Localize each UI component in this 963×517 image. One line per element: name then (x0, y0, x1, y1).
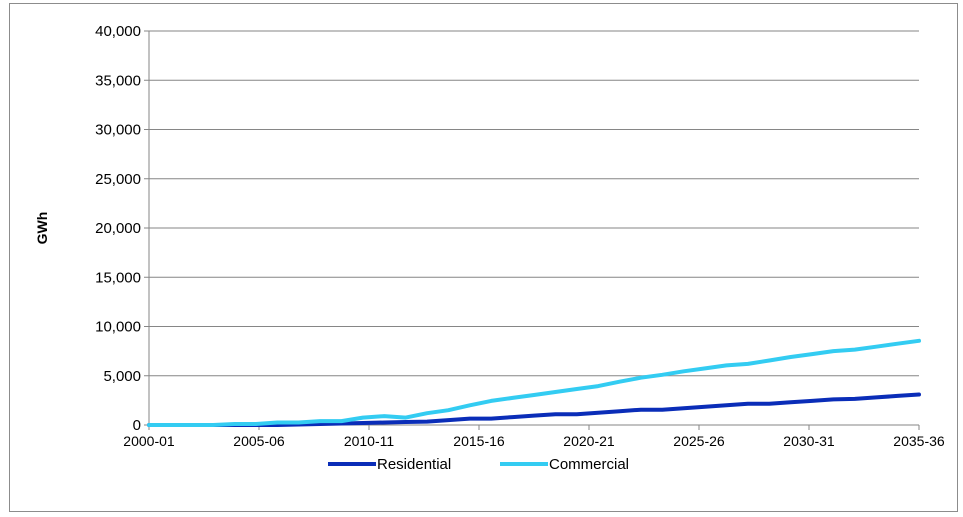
y-tick-label: 20,000 (95, 220, 141, 237)
y-tick-label: 5,000 (103, 368, 141, 385)
y-tick-label: 10,000 (95, 319, 141, 336)
x-tick-label: 2010-11 (344, 433, 395, 449)
y-tick-label: 40,000 (95, 23, 141, 40)
y-tick-label: 15,000 (95, 269, 141, 286)
chart-frame (9, 3, 958, 512)
y-axis-label: GWh (34, 212, 50, 245)
x-tick-labels: 2000-01 2005-06 2010-11 2015-16 2020-21 2025-… (123, 425, 945, 449)
x-tick-label: 2000-01 (123, 433, 175, 449)
x-tick-label: 2005-06 (233, 433, 285, 449)
x-tick-label: 2015-16 (453, 433, 505, 449)
x-tick-label: 2020-21 (563, 433, 615, 449)
y-tick-labels: 0 5,000 10,000 15,000 20,000 25,000 30,000 35,0… (95, 23, 149, 434)
y-tick-label: 30,000 (95, 122, 141, 139)
legend-label-residential: Residential (377, 456, 451, 473)
x-tick-label: 2025-26 (673, 433, 725, 449)
y-tick-label: 35,000 (95, 72, 141, 89)
gridlines (149, 30, 919, 377)
legend: Residential Commercial (328, 456, 629, 473)
series-line-residential (147, 392, 921, 427)
x-tick-label: 2035-36 (893, 433, 945, 449)
y-tick-label: 0 (133, 417, 141, 434)
series-line-commercial (147, 338, 921, 427)
y-tick-label: 25,000 (95, 171, 141, 188)
series-lines (147, 338, 921, 427)
x-tick-label: 2030-31 (783, 433, 835, 449)
legend-label-commercial: Commercial (549, 456, 629, 473)
